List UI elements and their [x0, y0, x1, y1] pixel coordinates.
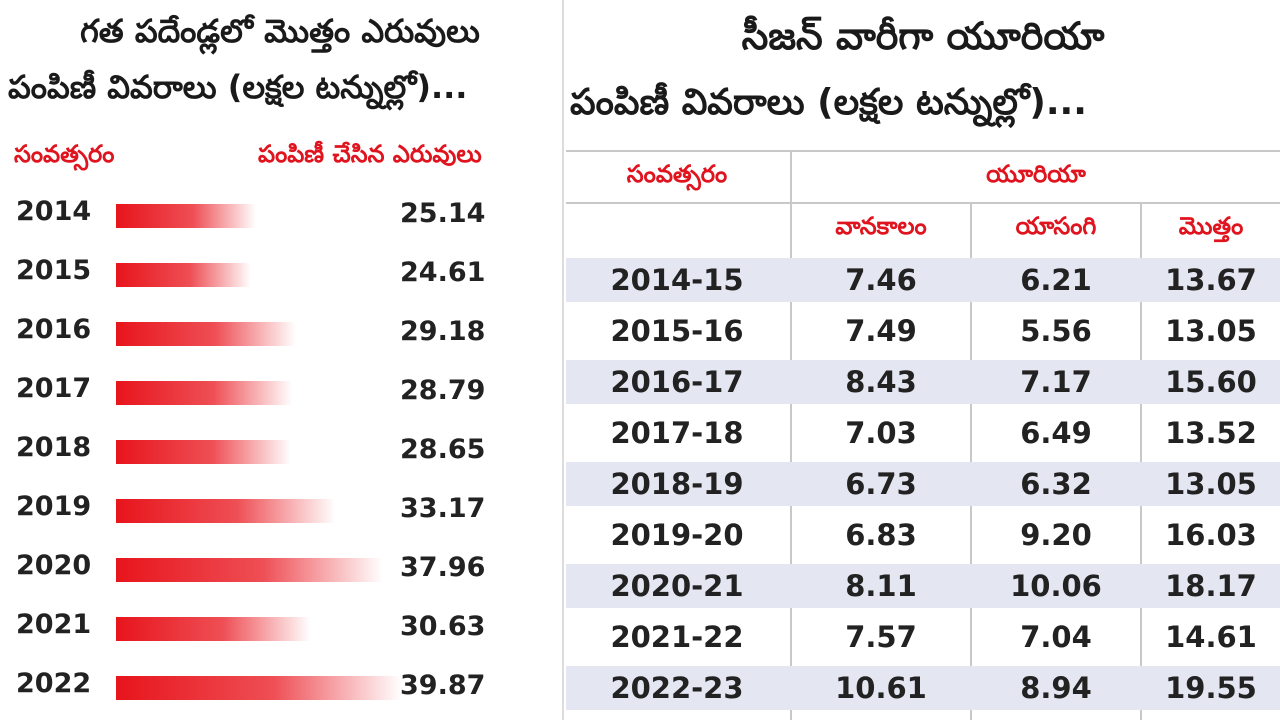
- table-row: 2020-21 8.11 10.06 18.17: [566, 564, 1280, 608]
- urea-season-panel: సీజన్ వారీగా యూరియా పంపిణీ వివరాలు (లక్ష…: [566, 0, 1280, 720]
- monsoon-value-cell: 7.46: [845, 263, 917, 297]
- bar: [116, 381, 293, 405]
- rabi-value-cell: 7.17: [1020, 365, 1092, 399]
- rabi-value-cell: 8.94: [1020, 671, 1092, 705]
- season-year-cell: 2020-21: [610, 569, 744, 603]
- table-row: 2021-22 7.57 7.04 14.61: [566, 615, 1280, 659]
- bar: [116, 440, 291, 464]
- monsoon-value-cell: 7.57: [845, 620, 917, 654]
- total-header: మొత్తం: [1178, 212, 1244, 240]
- fertilizer-distribution-panel: గత పదేండ్లలో మొత్తం ఎరువులు పంపిణీ వివరా…: [0, 0, 560, 720]
- year-label: 2017: [16, 373, 91, 404]
- year-label: 2015: [16, 255, 91, 286]
- rabi-value-cell: 9.20: [1020, 518, 1092, 552]
- rabi-value-cell: 6.32: [1020, 467, 1092, 501]
- left-value-header: పంపిణీ చేసిన ఎరువులు: [258, 140, 482, 168]
- column-divider-1: [790, 150, 792, 720]
- monsoon-season-header: వానకాలం: [835, 212, 927, 240]
- total-value-cell: 19.55: [1165, 671, 1257, 705]
- left-year-header: సంవత్సరం: [14, 140, 115, 168]
- total-value-cell: 15.60: [1165, 365, 1257, 399]
- bar: [116, 263, 251, 287]
- rabi-value-cell: 5.56: [1020, 314, 1092, 348]
- season-year-cell: 2021-22: [610, 620, 744, 654]
- panel-divider: [562, 0, 564, 720]
- table-row: 2014-15 7.46 6.21 13.67: [566, 258, 1280, 302]
- year-label: 2022: [16, 668, 91, 699]
- value-label: 29.18: [400, 316, 485, 347]
- monsoon-value-cell: 7.49: [845, 314, 917, 348]
- table-row: 2017-18 7.03 6.49 13.52: [566, 411, 1280, 455]
- table-row: 2019-20 6.83 9.20 16.03: [566, 513, 1280, 557]
- right-title-line1: సీజన్ వారీగా యూరియా: [741, 14, 1105, 58]
- table-row: 2022-23 10.61 8.94 19.55: [566, 666, 1280, 710]
- year-label: 2014: [16, 196, 91, 227]
- season-year-cell: 2018-19: [610, 467, 744, 501]
- rabi-season-header: యాసంగి: [1015, 212, 1097, 240]
- value-label: 39.87: [400, 670, 485, 701]
- fertilizer-bar-chart: 2014 25.14 2015 24.61 2016 29.18 2017 28.79 2018…: [16, 196, 485, 701]
- monsoon-value-cell: 7.03: [845, 416, 917, 450]
- right-year-header: సంవత్సరం: [626, 160, 728, 188]
- bar: [116, 499, 336, 523]
- year-label: 2021: [16, 609, 91, 640]
- value-label: 28.65: [400, 434, 485, 465]
- monsoon-value-cell: 6.83: [845, 518, 917, 552]
- rabi-value-cell: 6.49: [1020, 416, 1092, 450]
- total-value-cell: 18.17: [1165, 569, 1257, 603]
- urea-group-header: యూరియా: [986, 160, 1086, 188]
- value-label: 24.61: [400, 257, 485, 288]
- year-label: 2019: [16, 491, 91, 522]
- rabi-value-cell: 7.04: [1020, 620, 1092, 654]
- total-value-cell: 16.03: [1165, 518, 1257, 552]
- monsoon-value-cell: 6.73: [845, 467, 917, 501]
- value-label: 37.96: [400, 552, 485, 583]
- table-top-border: [566, 150, 1280, 152]
- right-title-line2: పంపిణీ వివరాలు (లక్షల టన్నుల్లో)...: [570, 82, 1087, 123]
- year-label: 2018: [16, 432, 91, 463]
- total-value-cell: 14.61: [1165, 620, 1257, 654]
- total-value-cell: 13.05: [1165, 467, 1257, 501]
- season-year-cell: 2019-20: [610, 518, 744, 552]
- table-row: 2015-16 7.49 5.56 13.05: [566, 309, 1280, 353]
- value-label: 30.63: [400, 611, 485, 642]
- value-label: 28.79: [400, 375, 485, 406]
- season-year-cell: 2022-23: [610, 671, 744, 705]
- left-title-line1: గత పదేండ్లలో మొత్తం ఎరువులు: [80, 12, 480, 50]
- bar: [116, 617, 311, 641]
- value-label: 33.17: [400, 493, 485, 524]
- bar: [116, 204, 256, 228]
- bar: [116, 558, 383, 582]
- left-title-line2: పంపిణీ వివరాలు (లక్షల టన్నుల్లో)...: [8, 68, 468, 106]
- season-year-cell: 2017-18: [610, 416, 744, 450]
- monsoon-value-cell: 10.61: [835, 671, 927, 705]
- bar: [116, 676, 402, 700]
- year-label: 2016: [16, 314, 91, 345]
- total-value-cell: 13.52: [1165, 416, 1257, 450]
- season-year-cell: 2015-16: [610, 314, 744, 348]
- header-divider: [566, 202, 1280, 204]
- season-year-cell: 2016-17: [610, 365, 744, 399]
- table-row: 2016-17 8.43 7.17 15.60: [566, 360, 1280, 404]
- monsoon-value-cell: 8.11: [845, 569, 917, 603]
- total-value-cell: 13.05: [1165, 314, 1257, 348]
- value-label: 25.14: [400, 198, 485, 229]
- table-row: 2018-19 6.73 6.32 13.05: [566, 462, 1280, 506]
- season-year-cell: 2014-15: [610, 263, 744, 297]
- total-value-cell: 13.67: [1165, 263, 1257, 297]
- rabi-value-cell: 10.06: [1010, 569, 1102, 603]
- monsoon-value-cell: 8.43: [845, 365, 917, 399]
- year-label: 2020: [16, 550, 91, 581]
- bar: [116, 322, 296, 346]
- rabi-value-cell: 6.21: [1020, 263, 1092, 297]
